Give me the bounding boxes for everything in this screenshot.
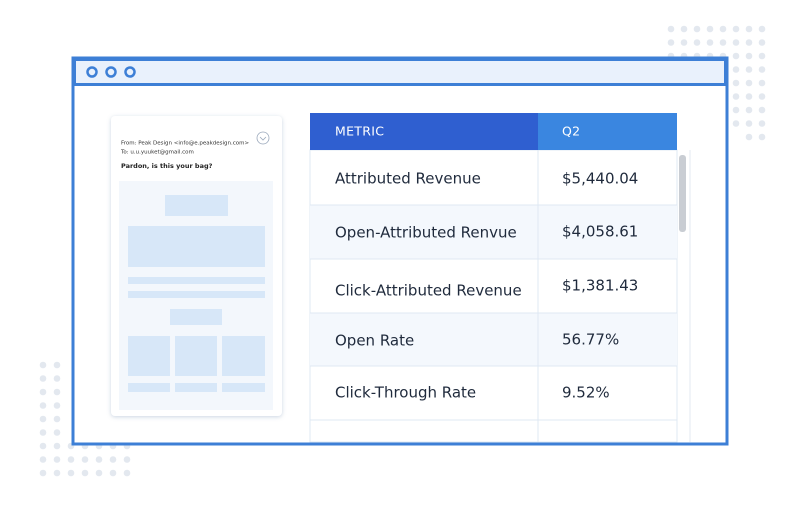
dot	[745, 133, 753, 141]
email-placeholders	[128, 195, 265, 392]
dot	[95, 469, 103, 477]
title-bar	[73, 58, 727, 86]
dot	[81, 456, 89, 463]
email-subject: Pardon, is this your bag?	[121, 162, 213, 170]
dot	[706, 39, 714, 46]
metric-name: Open Rate	[335, 332, 414, 350]
dot	[67, 456, 75, 463]
dot	[123, 469, 131, 477]
dot	[693, 39, 701, 46]
metric-name: Open-Attributed Renvue	[335, 224, 517, 242]
dot	[39, 402, 47, 409]
dot	[667, 39, 675, 46]
dot	[745, 39, 753, 46]
dot	[680, 39, 688, 46]
dot	[758, 79, 766, 87]
dot	[758, 120, 766, 127]
dot	[109, 469, 117, 477]
dot	[39, 469, 47, 477]
dot	[53, 469, 61, 477]
metric-value: 9.52%	[562, 384, 610, 402]
table-lines	[310, 150, 677, 442]
header-cell	[538, 113, 677, 150]
dot	[732, 120, 740, 127]
dot	[758, 39, 766, 46]
metric-value: $5,440.04	[562, 170, 638, 188]
dot	[39, 361, 47, 369]
metric-value: $1,381.43	[562, 277, 638, 295]
expand-button[interactable]	[256, 131, 270, 145]
dot	[745, 25, 753, 33]
metric-name: Click-Attributed Revenue	[335, 282, 522, 300]
header-label: Q2	[562, 124, 580, 139]
dot	[53, 442, 61, 450]
dot	[732, 66, 740, 73]
dot	[53, 375, 61, 382]
dot	[95, 456, 103, 463]
dot	[719, 39, 727, 46]
dot	[39, 415, 47, 423]
dot	[53, 361, 61, 369]
dot	[53, 429, 61, 436]
window-button[interactable]	[124, 66, 136, 78]
chevron-icon	[259, 136, 267, 141]
dot	[67, 469, 75, 477]
dot	[53, 402, 61, 409]
dot	[758, 93, 766, 100]
row-stripe	[310, 313, 677, 366]
metric-value: $4,058.61	[562, 223, 638, 241]
email-from: From: Peak Design <info@e.peakdesign.com…	[121, 141, 250, 147]
dot	[745, 66, 753, 73]
dot	[732, 25, 740, 33]
dot	[39, 375, 47, 382]
dot	[667, 25, 675, 33]
email-to: To: u.u.yuuket@gmail.com	[120, 150, 194, 156]
dot	[758, 133, 766, 141]
row-stripe	[310, 205, 677, 259]
dot-pattern	[39, 25, 766, 477]
metric-name: Click-Through Rate	[335, 384, 476, 402]
metric-value: 56.77%	[562, 331, 619, 349]
dot	[758, 25, 766, 33]
dot	[693, 25, 701, 33]
dot	[745, 79, 753, 87]
dot	[39, 442, 47, 450]
dot	[732, 52, 740, 60]
dot	[706, 25, 714, 33]
header-label: METRIC	[335, 124, 384, 139]
dot	[732, 93, 740, 100]
dot	[39, 456, 47, 463]
window-button[interactable]	[86, 66, 98, 78]
metric-name: Attributed Revenue	[335, 170, 481, 188]
dot	[680, 25, 688, 33]
dot	[758, 52, 766, 60]
dot	[719, 25, 727, 33]
header-cell	[310, 113, 538, 150]
table-body	[309, 149, 678, 443]
dot	[39, 429, 47, 436]
dot	[745, 120, 753, 127]
dot	[732, 79, 740, 87]
dot	[109, 456, 117, 463]
dot	[745, 93, 753, 100]
dot	[123, 456, 131, 463]
dot	[53, 415, 61, 423]
dot	[39, 388, 47, 396]
dot	[53, 456, 61, 463]
dot	[81, 469, 89, 477]
dot	[758, 66, 766, 73]
dot	[745, 106, 753, 114]
dot	[758, 106, 766, 114]
dot	[745, 52, 753, 60]
dot	[732, 39, 740, 46]
scrollbar-thumb[interactable]	[679, 155, 686, 232]
window-button[interactable]	[105, 66, 117, 78]
dot	[53, 388, 61, 396]
dot	[732, 106, 740, 114]
